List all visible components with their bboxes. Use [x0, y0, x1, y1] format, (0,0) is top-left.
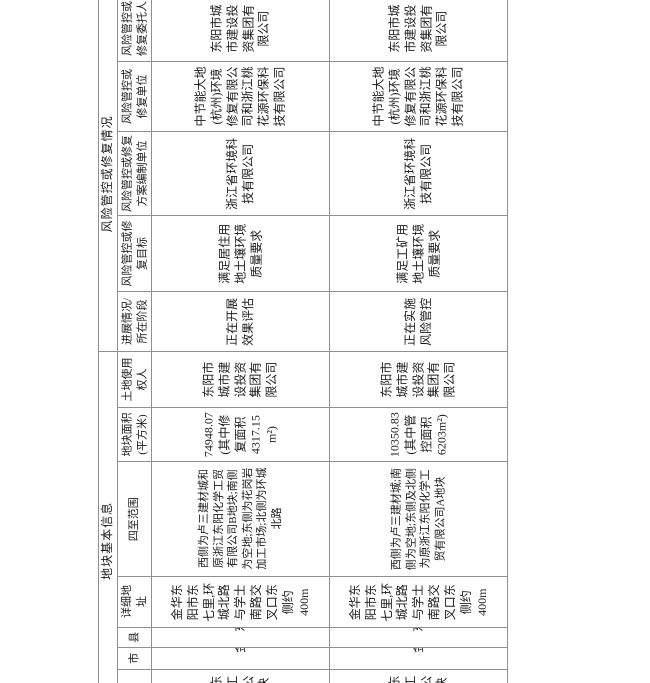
cell-parcel-name-parcel1: 原浙江东阳化学工贸有限公司B地块	[152, 670, 330, 683]
cell-address-parcel1: 金华东阳市东七里,环城北路与学士南路交叉口东侧约400m	[152, 577, 330, 628]
col-header-county: 县	[118, 628, 152, 648]
col-header-boundaries: 四至范围	[118, 462, 152, 577]
col-header-address: 详细地 址	[118, 577, 152, 628]
cell-area-parcel1: 74948.07(其中修复面积 4317.15m²)	[152, 408, 330, 462]
cell-plan-compiler-parcel1: 浙江省环境科技有限公司	[152, 132, 330, 216]
cell-plan-compiler-parcel2: 浙江省环境科技有限公司	[330, 132, 508, 216]
cell-area-parcel2: 10350.83(其中管控面积 6203m²)	[330, 408, 508, 462]
cell-land-user-parcel2: 东阳市城市建设投资集团有限公司	[330, 352, 508, 408]
cell-address-parcel2: 金华东阳市东七里,环城北路与学士南路交叉口东侧约400m	[330, 577, 508, 628]
cell-consignor-parcel1: 东阳市城市建设投资集团有限公司	[152, 0, 330, 62]
cell-land-user-parcel1: 东阳市城市建设投资集团有限公司	[152, 352, 330, 408]
group-header-parcel-info: 地块基本信息	[98, 352, 118, 683]
col-header-remediation-unit: 风险管控或 修复单位	[118, 62, 152, 132]
col-header-area: 地块面积 (平方米)	[118, 408, 152, 462]
col-header-progress-stage: 进展情况/ 所在阶段	[118, 292, 152, 352]
col-header-consignor: 风险管控或 修复委托人	[118, 0, 152, 62]
cell-consignor-parcel2: 东阳市城市建设投资集团有限公司	[330, 0, 508, 62]
cell-target-parcel2: 满足工矿用地土壤环境质量要求	[330, 216, 508, 292]
cell-city-parcel1: 金华市	[152, 648, 330, 670]
cell-county-parcel1: 东阳市	[152, 628, 330, 648]
cell-boundaries-parcel1: 西侧为卢三建材城和原浙江东阳化学工贸有限公司B地块;南侧为空地;东侧为花岗岩加工…	[152, 462, 330, 577]
cell-remediation-unit-parcel2: 中节能大地(杭州)环境修复有限公司和浙江桃花源环保科技有限公司	[330, 62, 508, 132]
cell-remediation-unit-parcel1: 中节能大地(杭州)环境修复有限公司和浙江桃花源环保科技有限公司	[152, 62, 330, 132]
cell-parcel-name-parcel2: 原浙江东阳化学工贸有限公司A地块	[330, 670, 508, 683]
cell-target-parcel1: 满足居住用地土壤环境质量要求	[152, 216, 330, 292]
cell-progress-parcel2: 正在实施风险管控	[330, 292, 508, 352]
col-header-land-user: 土地使用 权人	[118, 352, 152, 408]
cell-boundaries-parcel2: 西侧为卢三建材城;南侧为空地;东侧及北侧为原浙江东阳化学工贸有限公司A地块	[330, 462, 508, 577]
cell-progress-parcel1: 正在开展效果评估	[152, 292, 330, 352]
col-header-plan-compiler: 风险管控或修复 方案编制单位	[118, 132, 152, 216]
col-header-parcel-name	[118, 670, 152, 683]
cell-county-parcel2: 东阳市	[330, 628, 508, 648]
cell-city-parcel2: 金华市	[330, 648, 508, 670]
col-header-target: 风险管控或修 复目标	[118, 216, 152, 292]
group-header-risk-remediation: 风险管控或修复情况	[98, 0, 118, 352]
col-header-city: 市	[118, 648, 152, 670]
